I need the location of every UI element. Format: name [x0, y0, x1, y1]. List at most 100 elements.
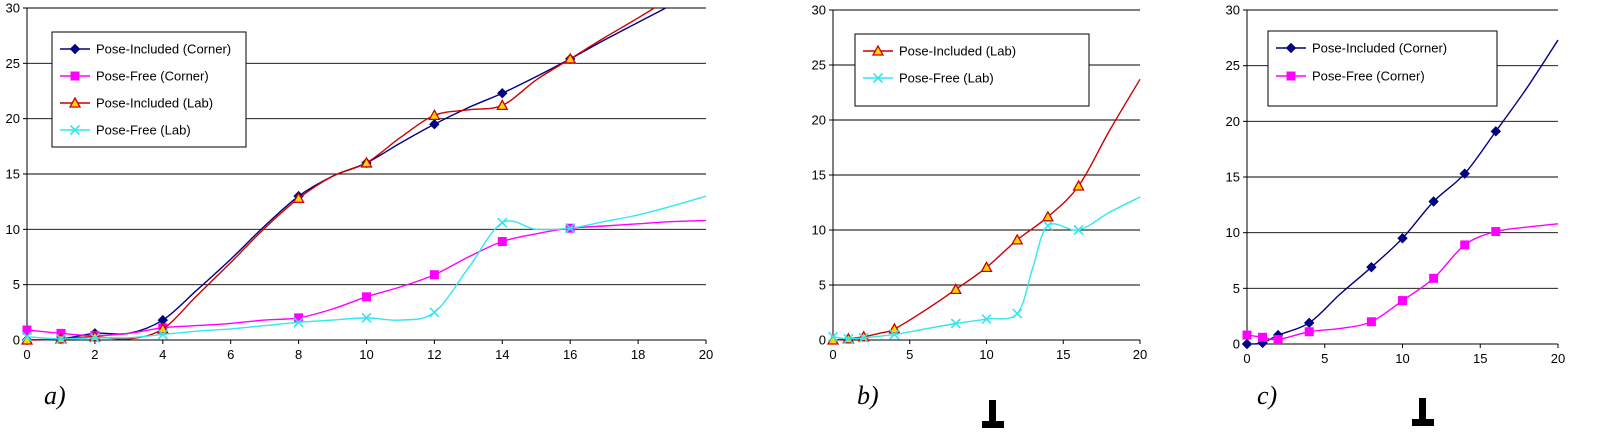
x-tick-label-15: 15 [1473, 351, 1487, 366]
y-tick-label-15: 15 [1226, 170, 1240, 185]
y-tick-label-30: 30 [812, 3, 826, 18]
y-tick-label-5: 5 [13, 277, 20, 292]
y-tick-label-5: 5 [819, 278, 826, 293]
y-tick-label-5: 5 [1233, 281, 1240, 296]
marker-pose-free-lab-x1-stroke-2 [843, 333, 854, 344]
legend-marker-pose-included-corner [69, 43, 81, 55]
marker-pose-included-lab-x8 [949, 283, 962, 295]
y-tick-label-20: 20 [812, 113, 826, 128]
panel-b-legend: Pose-Included (Lab) Pose-Free (Lab) [854, 33, 1090, 107]
marker-pose-free-lab-x8 [293, 317, 304, 328]
pointer-mark-stem [1419, 398, 1426, 422]
legend-label-pose-free-lab: Pose-Free (Lab) [96, 123, 191, 138]
x-tick-label-20: 20 [699, 347, 713, 362]
y-tick-label-15: 15 [6, 167, 20, 182]
x-tick-label-18: 18 [631, 347, 645, 362]
legend-box [51, 31, 247, 148]
marker-pose-free-corner-x1 [1258, 332, 1268, 342]
marker-pose-free-corner-x8 [294, 313, 304, 323]
marker-pose-free-lab-x1 [843, 333, 854, 344]
marker-pose-included-lab-x16 [1072, 179, 1085, 191]
panel-a-axes: 0 5 10 15 20 25 30 0 2 4 6 8 10 12 14 16 18 20 [6, 1, 714, 363]
legend-marker-pose-free-lab-stroke-2 [69, 124, 81, 136]
legend-label-pose-free-lab: Pose-Free (Lab) [899, 71, 994, 86]
legend-label-pose-free-corner: Pose-Free (Corner) [96, 69, 209, 84]
panel-c-pointer-mark [1412, 398, 1434, 426]
marker-pose-free-corner-x14 [497, 237, 507, 247]
legend-marker-pose-free-lab-stroke-2 [872, 72, 884, 84]
marker-pose-included-lab-x16 [564, 52, 577, 64]
marker-pose-free-lab-x8-stroke-2 [293, 317, 304, 328]
panel-b-axes: 0 5 10 15 20 25 30 0 5 10 15 20 [812, 3, 1148, 363]
x-tick-label-8: 8 [295, 347, 302, 362]
marker-pose-included-corner-x12 [1428, 196, 1439, 207]
y-tick-label-0: 0 [1233, 337, 1240, 352]
marker-pose-included-lab-x4 [888, 322, 901, 334]
x-tick-label-10: 10 [359, 347, 373, 362]
x-tick-label-16: 16 [563, 347, 577, 362]
marker-pose-free-lab-x14 [1042, 220, 1053, 231]
legend-marker-pose-included-lab [871, 44, 885, 56]
x-tick-label-0: 0 [1243, 351, 1250, 366]
marker-pose-free-lab-x0 [827, 331, 839, 342]
marker-pose-free-lab-x10 [361, 312, 372, 323]
marker-pose-free-lab-x10 [981, 314, 992, 325]
x-tick-label-5: 5 [906, 347, 913, 362]
y-tick-label-25: 25 [812, 58, 826, 73]
legend-marker-pose-included-corner [1285, 42, 1297, 54]
x-tick-label-14: 14 [495, 347, 509, 362]
marker-pose-free-lab-x1-stroke-2 [55, 333, 67, 344]
x-tick-label-6: 6 [227, 347, 234, 362]
x-tick-label-15: 15 [1056, 347, 1070, 362]
marker-pose-included-corner-x16 [1490, 126, 1502, 137]
marker-pose-free-corner-x12 [429, 270, 439, 280]
panel-b-label: b) [857, 381, 879, 410]
marker-pose-free-lab-x12-stroke-2 [1012, 308, 1023, 319]
x-tick-label-2: 2 [91, 347, 98, 362]
y-tick-label-30: 30 [1226, 3, 1240, 18]
marker-pose-included-corner-x0 [1241, 338, 1253, 350]
marker-pose-free-lab-x2 [89, 332, 100, 343]
marker-pose-free-lab-x10-stroke-2 [361, 312, 372, 323]
marker-pose-free-lab-x12 [1012, 308, 1023, 319]
x-tick-label-10: 10 [1395, 351, 1409, 366]
marker-pose-free-lab-x1 [55, 333, 67, 344]
marker-pose-free-lab-x2-stroke-2 [858, 332, 869, 343]
marker-pose-included-lab-x14 [1041, 210, 1055, 222]
panel-b: 0 5 10 15 20 25 30 0 5 10 15 20 Pose-Included (Lab)… [812, 3, 1148, 428]
pointer-mark-stem [989, 400, 996, 424]
panel-c-legend: Pose-Included (Corner) Pose-Free (Corner) [1267, 30, 1498, 107]
marker-pose-free-corner-x10 [362, 292, 371, 302]
marker-pose-free-lab-x0-stroke-2 [21, 331, 33, 342]
legend-marker-pose-free-lab [69, 124, 81, 136]
marker-pose-free-corner-x0 [1242, 330, 1252, 340]
marker-pose-free-lab-x10-stroke-2 [981, 314, 992, 325]
marker-pose-included-corner-x14 [497, 88, 508, 99]
marker-pose-free-lab-x8 [950, 318, 961, 329]
marker-pose-free-lab-x4-stroke-2 [889, 329, 900, 340]
x-tick-label-20: 20 [1133, 347, 1147, 362]
x-tick-label-5: 5 [1321, 351, 1328, 366]
panel-c-axes: 0 5 10 15 20 25 30 0 5 10 15 20 [1226, 3, 1566, 367]
marker-pose-free-corner-x14 [1460, 240, 1470, 250]
panel-a-legend: Pose-Included (Corner) Pose-Free (Corner)… [51, 31, 247, 148]
marker-pose-free-lab-x8-stroke-2 [950, 318, 961, 329]
series-line-pose-included-lab [832, 78, 1141, 341]
marker-pose-included-corner-x10 [1397, 233, 1408, 244]
marker-pose-included-lab-x12 [1011, 233, 1024, 245]
marker-pose-included-lab-x4 [156, 322, 169, 334]
marker-pose-free-lab-x4 [889, 329, 900, 340]
y-tick-label-10: 10 [6, 222, 20, 237]
legend-marker-pose-free-lab [872, 72, 884, 84]
marker-pose-free-lab-x12-stroke-2 [429, 307, 440, 318]
y-tick-label-0: 0 [819, 333, 826, 348]
legend-box [1267, 30, 1498, 107]
marker-pose-free-lab-x4-stroke-2 [157, 329, 168, 340]
panel-a-label: a) [44, 381, 66, 410]
legend-label-pose-included-lab: Pose-Included (Lab) [899, 44, 1016, 59]
marker-pose-included-lab-x8 [292, 192, 305, 203]
marker-pose-included-corner-x8 [1366, 261, 1377, 273]
y-tick-label-10: 10 [812, 223, 826, 238]
legend-marker-pose-free-corner [1286, 71, 1296, 81]
panel-a: 0 5 10 15 20 25 30 0 2 4 6 8 10 12 14 16 18 20 Pose-Inclu… [6, 1, 714, 411]
